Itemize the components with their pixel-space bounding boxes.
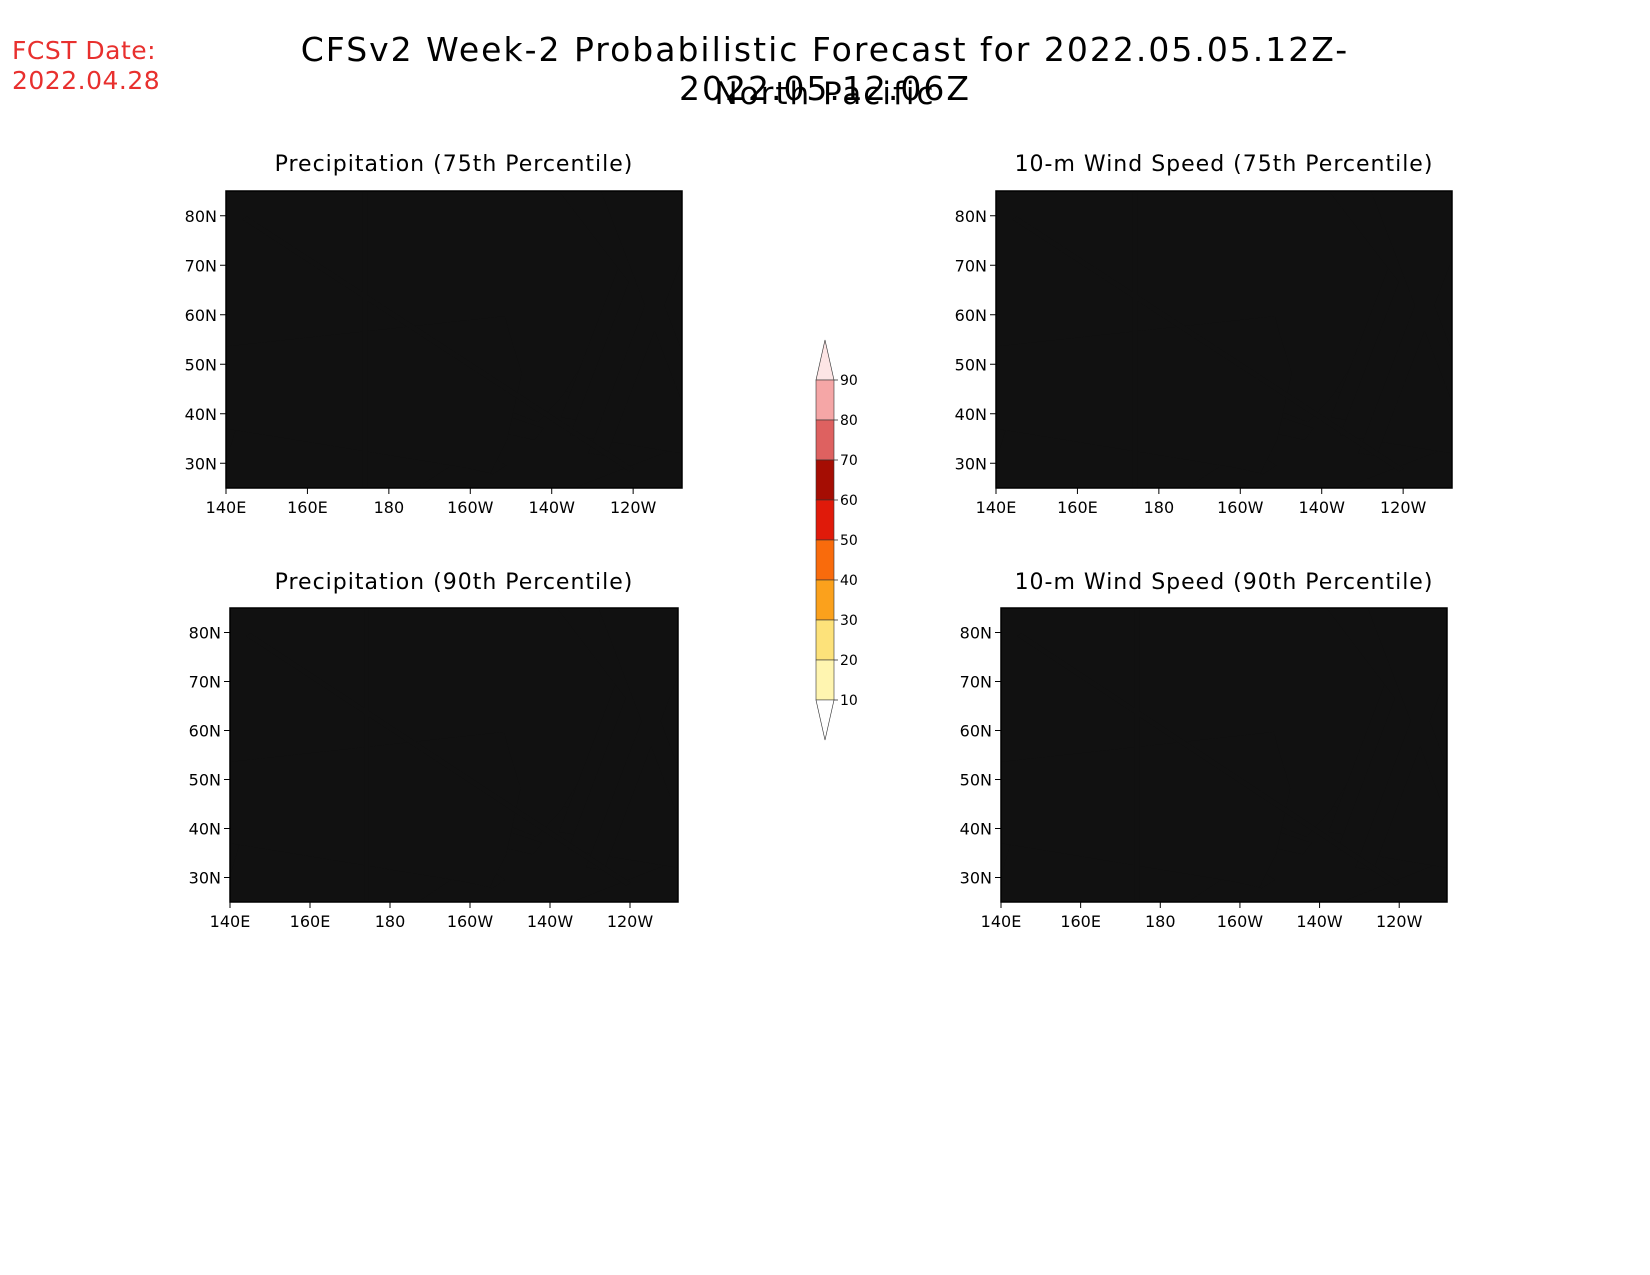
colorbar-label: 40 <box>840 573 858 589</box>
lon-tick-label: 160W <box>1217 912 1264 931</box>
lon-tick-label: 140E <box>206 498 247 517</box>
colorbar-label: 30 <box>840 613 858 629</box>
lat-tick-label: 70N <box>955 256 987 275</box>
colorbar-bin-below-10 <box>815 699 835 741</box>
lon-tick-label: 140E <box>976 498 1017 517</box>
map-panel-precip90: 140E 160E 180 160W 140W 120W 80N 70N 60N 50N 40N 30… <box>189 607 679 931</box>
panel-title-precip75: Precipitation (75th Percentile) <box>274 152 634 177</box>
lat-tick-label: 40N <box>185 405 217 424</box>
lat-tick-label: 60N <box>189 722 221 741</box>
colorbar-bin <box>815 419 835 461</box>
lat-tick-label: 30N <box>189 869 221 888</box>
fcst-date: FCST Date: 2022.04.28 <box>12 36 160 96</box>
lat-tick-label: 50N <box>185 355 217 374</box>
lon-tick-label: 180 <box>375 912 406 931</box>
coastline <box>230 652 678 902</box>
lat-tick-label: 70N <box>185 256 217 275</box>
colorbar-bin <box>815 579 835 621</box>
lon-tick-label: 120W <box>607 912 654 931</box>
lat-tick-label: 30N <box>185 454 217 473</box>
map-frame <box>229 607 679 903</box>
lat-tick-label: 60N <box>185 306 217 325</box>
lat-tick-label: 80N <box>960 624 992 643</box>
panel-title-wind75: 10-m Wind Speed (75th Percentile) <box>1014 152 1434 177</box>
lon-tick-label: 140E <box>210 912 251 931</box>
colorbar-label: 10 <box>840 693 858 709</box>
panel-title-wind90: 10-m Wind Speed (90th Percentile) <box>1014 570 1434 595</box>
lat-tick-label: 40N <box>955 405 987 424</box>
colorbar: 10 20 30 40 50 60 70 80 90 <box>815 339 858 741</box>
lat-tick-label: 80N <box>955 207 987 226</box>
colorbar-bin <box>815 659 835 701</box>
lon-tick-label: 180 <box>1145 912 1176 931</box>
map-panel-wind75: 140E 160E 180 160W 140W 120W 80N 70N 60N 50N 40N 30… <box>955 190 1453 517</box>
lon-tick-label: 140W <box>527 912 574 931</box>
lat-tick-label: 50N <box>960 771 992 790</box>
fcst-date-label: FCST Date: <box>12 36 157 65</box>
coastline <box>1001 652 1447 902</box>
lat-tick-label: 60N <box>960 722 992 741</box>
lon-tick-label: 140E <box>981 912 1022 931</box>
colorbar-bin <box>815 539 835 581</box>
colorbar-label: 90 <box>840 373 858 389</box>
lon-tick-label: 160E <box>290 912 331 931</box>
lon-tick-label: 120W <box>610 498 657 517</box>
lon-tick-label: 160E <box>1057 498 1098 517</box>
fcst-date-value: 2022.04.28 <box>12 66 161 95</box>
colorbar-bin <box>815 379 835 421</box>
map-panel-wind90: 140E 160E 180 160W 140W 120W 80N 70N 60N 50N 40N 30… <box>960 607 1448 931</box>
lon-tick-label: 160W <box>447 498 494 517</box>
lon-tick-label: 140W <box>1296 912 1343 931</box>
lat-tick-label: 70N <box>960 673 992 692</box>
lon-tick-label: 140W <box>1299 498 1346 517</box>
colorbar-bin <box>815 499 835 541</box>
page-subtitle: North Pacific <box>714 76 936 112</box>
lon-tick-label: 180 <box>374 498 405 517</box>
map-frame <box>1000 607 1448 903</box>
lon-tick-label: 140W <box>529 498 576 517</box>
panel-title-precip90: Precipitation (90th Percentile) <box>274 570 634 595</box>
lat-tick-label: 70N <box>189 673 221 692</box>
colorbar-label: 60 <box>840 493 858 509</box>
lat-tick-label: 30N <box>955 454 987 473</box>
lat-tick-label: 50N <box>955 355 987 374</box>
lon-tick-label: 120W <box>1376 912 1423 931</box>
colorbar-label: 80 <box>840 413 858 429</box>
page-title: CFSv2 Week-2 Probabilistic Forecast for … <box>300 30 1350 108</box>
lon-tick-label: 120W <box>1380 498 1427 517</box>
map-panel-precip75: 140E 160E 180 160W 140W 120W 80N 70N 60N 50N 40N 30… <box>185 190 683 517</box>
colorbar-bin <box>815 619 835 661</box>
lat-tick-label: 80N <box>185 207 217 226</box>
lat-tick-label: 80N <box>189 624 221 643</box>
lon-tick-label: 160E <box>1060 912 1101 931</box>
lon-tick-label: 180 <box>1144 498 1175 517</box>
lon-tick-label: 160W <box>447 912 494 931</box>
lat-tick-label: 30N <box>960 869 992 888</box>
map-frame <box>225 190 683 489</box>
colorbar-label: 50 <box>840 533 858 549</box>
colorbar-bin <box>815 459 835 501</box>
lon-tick-label: 160E <box>287 498 328 517</box>
colorbar-label: 20 <box>840 653 858 669</box>
lat-tick-label: 40N <box>960 820 992 839</box>
lat-tick-label: 40N <box>189 820 221 839</box>
colorbar-bin-90-plus <box>815 339 835 381</box>
lat-tick-label: 50N <box>189 771 221 790</box>
lat-tick-label: 60N <box>955 306 987 325</box>
coastline <box>226 236 682 488</box>
map-frame <box>995 190 1453 489</box>
colorbar-label: 70 <box>840 453 858 469</box>
lon-tick-label: 160W <box>1217 498 1264 517</box>
coastline <box>996 236 1452 488</box>
